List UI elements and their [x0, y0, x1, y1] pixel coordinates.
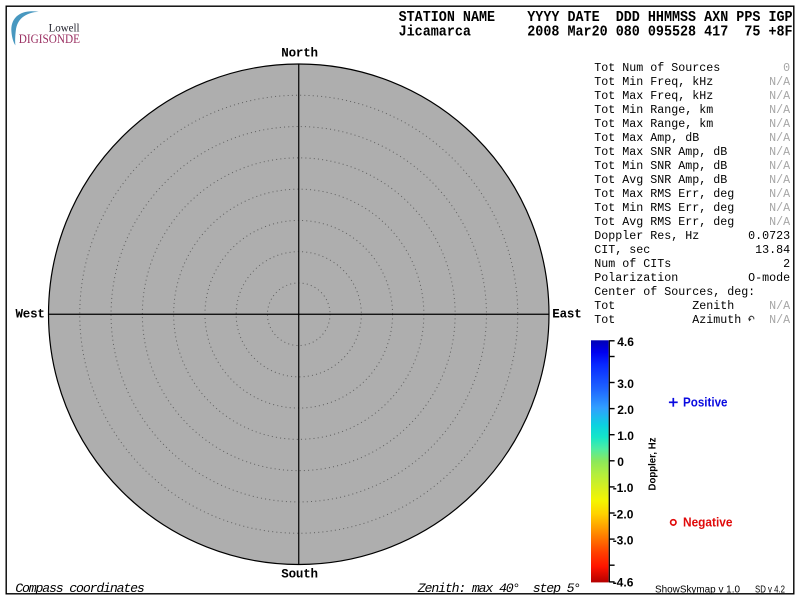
svg-text:Doppler Res, Hz 0.0723: Doppler Res, Hz 0.0723 [594, 229, 790, 243]
svg-text:Tot Min RMS Err, deg N/A: Tot Min RMS Err, deg N/A [594, 201, 790, 215]
svg-text:SD v 4.2: SD v 4.2 [755, 585, 785, 596]
svg-text:2.0: 2.0 [617, 403, 634, 417]
svg-text:STATION NAME YYYY DATE DDD: STATION NAME YYYY DATE DDD HHMMSS AXN PP… [399, 10, 793, 26]
svg-text:Num of CITs 2: Num of CITs 2 [594, 257, 790, 271]
svg-text:4.6: 4.6 [617, 335, 634, 349]
svg-text:Tot Min Range, km N/A: Tot Min Range, km N/A [594, 103, 790, 117]
svg-text:South: South [281, 567, 318, 581]
svg-text:Tot Zenith N/A: Tot Zenith N/A [594, 299, 790, 313]
svg-text:Tot Avg RMS Err, deg N/A: Tot Avg RMS Err, deg N/A [594, 215, 790, 229]
svg-text:Tot Max Freq, kHz N/A: Tot Max Freq, kHz N/A [594, 89, 790, 103]
svg-text:-3.0: -3.0 [613, 533, 634, 547]
svg-text:Lowell: Lowell [49, 21, 81, 35]
svg-text:Compass coordinates: Compass coordinates [15, 581, 145, 596]
svg-text:Tot Azimuth N/A: Tot Azimuth N/A [594, 313, 790, 327]
svg-text:Tot Max Range, km N/A: Tot Max Range, km N/A [594, 117, 790, 131]
svg-text:Tot Min SNR Amp, dB N/A: Tot Min SNR Amp, dB N/A [594, 159, 790, 173]
svg-text:Tot Max Amp, dB N/A: Tot Max Amp, dB N/A [594, 131, 790, 145]
svg-text:Polarization O-mode: Polarization O-mode [594, 271, 790, 285]
svg-text:3.0: 3.0 [617, 377, 634, 391]
svg-text:1.0: 1.0 [617, 429, 634, 443]
svg-text:Tot Min Freq, kHz N/A: Tot Min Freq, kHz N/A [594, 75, 790, 89]
svg-text:CIT, sec 13.84: CIT, sec 13.84 [594, 243, 790, 257]
svg-text:Positive: Positive [683, 396, 728, 410]
svg-text:Zenith: max 40° step 5°: Zenith: max 40° step 5° [417, 581, 580, 596]
svg-text:East: East [552, 308, 581, 322]
svg-text:-2.0: -2.0 [613, 507, 634, 521]
svg-text:-1.0: -1.0 [613, 481, 634, 495]
svg-text:Tot Max SNR Amp, dB N/A: Tot Max SNR Amp, dB N/A [594, 145, 790, 159]
svg-text:North: North [281, 47, 318, 61]
svg-text:Tot Avg SNR Amp, dB N/A: Tot Avg SNR Amp, dB N/A [594, 173, 790, 187]
svg-text:DIGISONDE: DIGISONDE [19, 32, 81, 46]
svg-text:Doppler, Hz: Doppler, Hz [648, 438, 659, 491]
svg-text:Tot Num of Sources 0: Tot Num of Sources 0 [594, 61, 790, 75]
svg-text:Tot Max RMS Err, deg N/A: Tot Max RMS Err, deg N/A [594, 187, 790, 201]
svg-text:Jicamarca 2008 Mar20 080: Jicamarca 2008 Mar20 080 095528 417 75 +… [399, 25, 793, 41]
svg-text:0: 0 [617, 455, 624, 469]
svg-text:Negative: Negative [683, 516, 733, 530]
svg-text:West: West [16, 308, 45, 322]
svg-text:-4.6: -4.6 [613, 576, 634, 590]
svg-text:ShowSkymap v 1.0: ShowSkymap v 1.0 [655, 585, 740, 596]
svg-text:Center of Sources, deg:: Center of Sources, deg: [594, 285, 755, 299]
